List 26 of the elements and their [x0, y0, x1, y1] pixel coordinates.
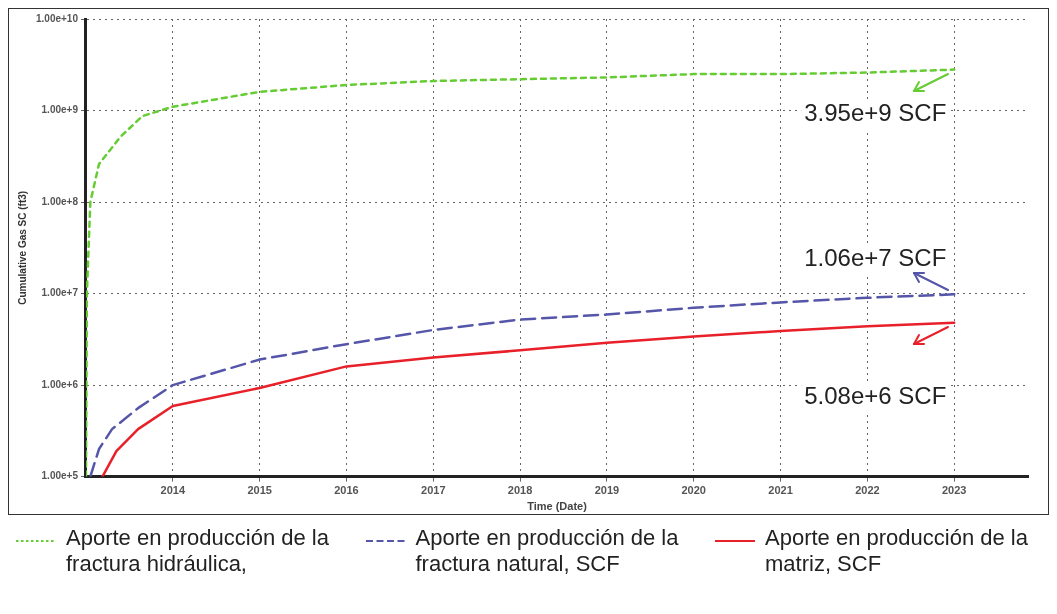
y-axis-title: Cumulative Gas SC (ft3) — [16, 190, 28, 305]
x-tick-label: 2014 — [160, 484, 186, 497]
annotation: 5.08e+6 SCF — [804, 382, 947, 410]
x-tick-label: 2016 — [334, 484, 359, 497]
x-tick-label: 2015 — [247, 484, 272, 497]
x-tick-label: 2021 — [768, 484, 793, 497]
line-series — [89, 293, 956, 477]
legend-label: Aporte en producción de la matriz, SCF — [765, 525, 1029, 577]
annotation: 3.95e+9 SCF — [804, 99, 947, 127]
x-tick-label: 2022 — [855, 484, 880, 497]
y-tick-label: 1.00e+8 — [41, 195, 79, 207]
x-tick-label: 2018 — [507, 484, 533, 497]
x-tick-label: 2020 — [681, 484, 706, 497]
x-tick-label: 2017 — [421, 484, 446, 497]
annotation: 1.06e+7 SCF — [804, 243, 947, 271]
y-tick-label: 1.00e+10 — [35, 12, 79, 24]
y-tick-label: 1.00e+6 — [41, 378, 79, 390]
x-tick-label: 2023 — [941, 484, 967, 497]
y-tick-label: 1.00e+9 — [41, 104, 79, 116]
x-tick-label: 2019 — [594, 484, 620, 497]
legend-label: Aporte en producción de la fractura hidráulica, — [66, 525, 330, 577]
y-tick-label: 1.00e+7 — [41, 287, 79, 299]
line-series — [85, 68, 956, 477]
y-tick-label: 1.00e+5 — [41, 470, 79, 482]
legend-label: Aporte en producción de la fractura natural, SCF — [415, 525, 680, 577]
x-axis-title: Time (Date) — [527, 500, 588, 513]
